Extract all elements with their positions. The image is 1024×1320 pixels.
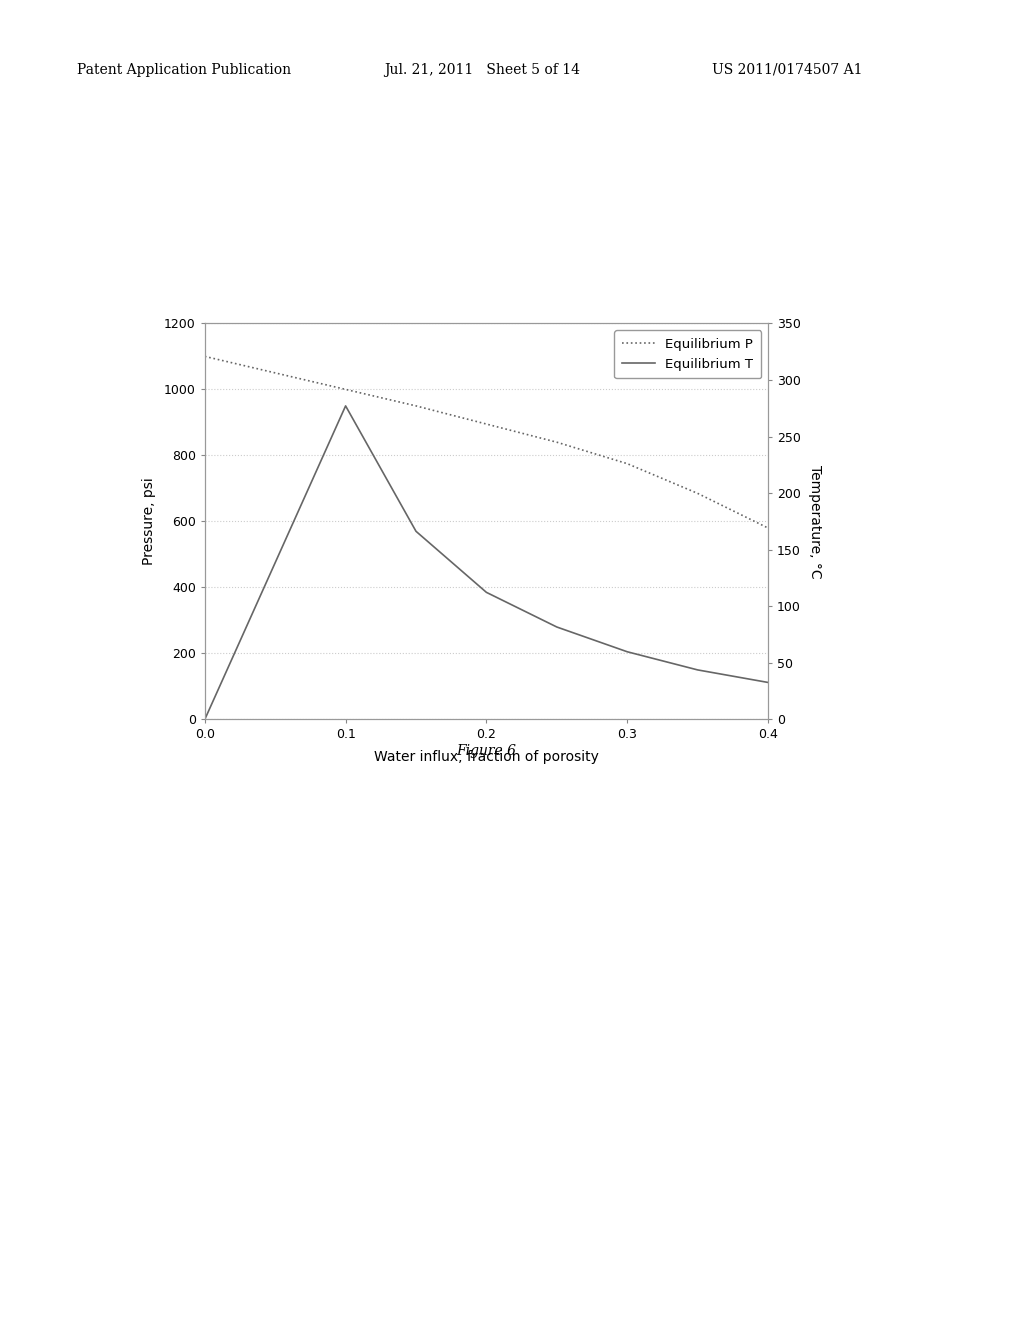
- Line: Equilibrium T: Equilibrium T: [205, 407, 768, 719]
- Equilibrium T: [762, 675, 774, 690]
- Text: US 2011/0174507 A1: US 2011/0174507 A1: [712, 63, 862, 77]
- Equilibrium T: [621, 644, 633, 660]
- Equilibrium T: [340, 399, 352, 414]
- Equilibrium P: [621, 455, 633, 471]
- Equilibrium T: [199, 711, 211, 727]
- Text: Figure 6: Figure 6: [457, 744, 516, 758]
- Text: Jul. 21, 2011   Sheet 5 of 14: Jul. 21, 2011 Sheet 5 of 14: [384, 63, 580, 77]
- Equilibrium T: [410, 523, 422, 539]
- Y-axis label: Pressure, psi: Pressure, psi: [141, 478, 156, 565]
- Y-axis label: Temperature, °C: Temperature, °C: [808, 465, 821, 578]
- Legend: Equilibrium P, Equilibrium T: Equilibrium P, Equilibrium T: [614, 330, 762, 379]
- Equilibrium P: [551, 434, 563, 450]
- Equilibrium P: [480, 416, 493, 432]
- Text: Patent Application Publication: Patent Application Publication: [77, 63, 291, 77]
- Equilibrium P: [762, 520, 774, 536]
- Equilibrium P: [199, 348, 211, 364]
- Equilibrium T: [480, 585, 493, 601]
- Equilibrium P: [691, 486, 703, 502]
- X-axis label: Water influx, fraction of porosity: Water influx, fraction of porosity: [374, 750, 599, 764]
- Equilibrium P: [340, 381, 352, 397]
- Equilibrium T: [691, 663, 703, 678]
- Equilibrium P: [410, 399, 422, 414]
- Equilibrium P: [269, 364, 282, 380]
- Line: Equilibrium P: Equilibrium P: [205, 356, 768, 528]
- Equilibrium T: [551, 619, 563, 635]
